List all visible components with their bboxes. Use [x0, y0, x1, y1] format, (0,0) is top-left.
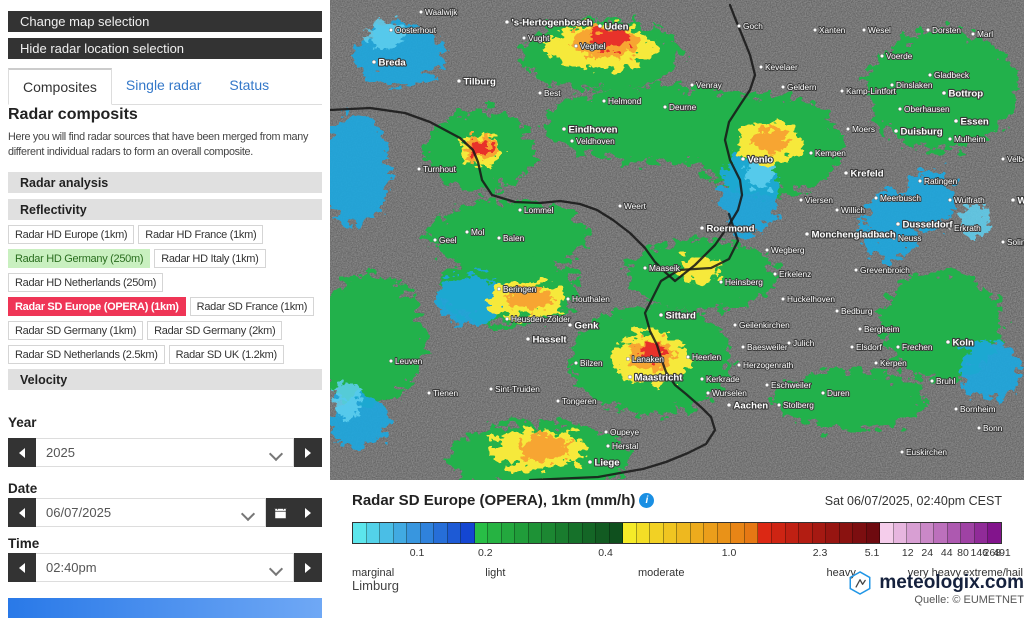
svg-text:Bornheim: Bornheim — [960, 404, 996, 414]
svg-text:Heerlen: Heerlen — [692, 352, 721, 362]
svg-text:Bottrop: Bottrop — [949, 89, 984, 100]
svg-text:Dusseldorf: Dusseldorf — [903, 220, 954, 231]
svg-text:Velbert: Velbert — [1007, 154, 1024, 164]
svg-text:Krefeld: Krefeld — [851, 169, 884, 180]
svg-text:Dorsten: Dorsten — [932, 25, 961, 35]
svg-text:Voerde: Voerde — [886, 51, 913, 61]
svg-text:Herzogenrath: Herzogenrath — [743, 360, 794, 370]
svg-text:Grevenbroich: Grevenbroich — [860, 265, 910, 275]
svg-text:Weert: Weert — [624, 201, 647, 211]
svg-text:Wesel: Wesel — [868, 25, 891, 35]
svg-text:Geilenkirchen: Geilenkirchen — [739, 320, 790, 330]
svg-text:Balen: Balen — [503, 233, 525, 243]
svg-text:Julich: Julich — [793, 338, 815, 348]
svg-text:Best: Best — [544, 88, 561, 98]
svg-text:Euskirchen: Euskirchen — [906, 447, 947, 457]
svg-text:Monchengladbach: Monchengladbach — [812, 230, 896, 241]
svg-text:Wulfrath: Wulfrath — [954, 195, 985, 205]
svg-text:Mulheim: Mulheim — [954, 134, 985, 144]
svg-text:Meerbusch: Meerbusch — [880, 193, 921, 203]
svg-text:Venray: Venray — [696, 80, 723, 90]
svg-text:Elsdorf: Elsdorf — [856, 342, 883, 352]
svg-text:Eindhoven: Eindhoven — [569, 125, 618, 136]
svg-text:Kerkrade: Kerkrade — [706, 374, 740, 384]
svg-text:Willich: Willich — [841, 205, 865, 215]
svg-text:Oosterhout: Oosterhout — [395, 25, 437, 35]
svg-text:Veghel: Veghel — [580, 41, 606, 51]
svg-text:Tienen: Tienen — [433, 388, 458, 398]
svg-text:Viersen: Viersen — [805, 195, 833, 205]
svg-text:Kempen: Kempen — [815, 148, 846, 158]
svg-text:Oupeye: Oupeye — [610, 427, 639, 437]
svg-text:Eschweiler: Eschweiler — [771, 380, 811, 390]
svg-text:Geel: Geel — [439, 235, 457, 245]
svg-text:Deurne: Deurne — [669, 102, 697, 112]
svg-text:Turnhout: Turnhout — [423, 164, 457, 174]
svg-text:Huckelhoven: Huckelhoven — [787, 294, 835, 304]
svg-text:Wurselen: Wurselen — [712, 388, 747, 398]
svg-text:Herstal: Herstal — [612, 441, 638, 451]
svg-text:Tilburg: Tilburg — [464, 77, 496, 88]
svg-text:Stolberg: Stolberg — [783, 400, 814, 410]
svg-text:Sint-Truiden: Sint-Truiden — [495, 384, 540, 394]
svg-text:Erkelenz: Erkelenz — [779, 269, 811, 279]
svg-text:Dinslaken: Dinslaken — [896, 80, 933, 90]
svg-text:Duisburg: Duisburg — [901, 127, 943, 138]
svg-text:Xanten: Xanten — [819, 25, 846, 35]
svg-text:Duren: Duren — [827, 388, 850, 398]
svg-text:Lanaken: Lanaken — [632, 354, 664, 364]
svg-text:Baesweiler: Baesweiler — [747, 342, 788, 352]
svg-text:Maastricht: Maastricht — [635, 373, 684, 384]
svg-text:Kevelaer: Kevelaer — [765, 62, 798, 72]
svg-text:Solingen: Solingen — [1007, 237, 1024, 247]
svg-text:Mol: Mol — [471, 227, 485, 237]
svg-text:Erkrath: Erkrath — [954, 223, 981, 233]
svg-text:Beringen: Beringen — [503, 284, 537, 294]
svg-text:Sittard: Sittard — [666, 311, 697, 322]
svg-text:Neuss: Neuss — [898, 233, 922, 243]
svg-text:Kerpen: Kerpen — [880, 358, 907, 368]
svg-text:Kamp-Lintfort: Kamp-Lintfort — [846, 86, 896, 96]
svg-text:Bilzen: Bilzen — [580, 358, 603, 368]
svg-text:'s-Hertogenbosch: 's-Hertogenbosch — [512, 18, 593, 29]
svg-text:Moers: Moers — [852, 124, 875, 134]
svg-text:Houthalen: Houthalen — [572, 294, 610, 304]
svg-text:Tongeren: Tongeren — [562, 396, 597, 406]
svg-text:Liege: Liege — [595, 458, 620, 469]
svg-text:Heinsberg: Heinsberg — [725, 277, 763, 287]
svg-text:Geldern: Geldern — [787, 82, 817, 92]
svg-text:Lommel: Lommel — [524, 205, 554, 215]
svg-text:Maaseik: Maaseik — [649, 263, 681, 273]
svg-text:Ratingen: Ratingen — [924, 176, 958, 186]
svg-text:Bergheim: Bergheim — [864, 324, 900, 334]
svg-text:Hasselt: Hasselt — [533, 335, 568, 346]
svg-text:Heusden-Zolder: Heusden-Zolder — [511, 314, 571, 324]
svg-text:Roermond: Roermond — [707, 224, 755, 235]
svg-text:Goch: Goch — [743, 21, 763, 31]
svg-text:Essen: Essen — [961, 117, 989, 128]
svg-text:Aachen: Aachen — [734, 401, 769, 412]
svg-text:Oberhausen: Oberhausen — [904, 104, 950, 114]
svg-text:Genk: Genk — [575, 321, 600, 332]
svg-text:Veldhoven: Veldhoven — [576, 136, 615, 146]
svg-text:Bruhl: Bruhl — [936, 376, 956, 386]
svg-text:Uden: Uden — [605, 22, 629, 33]
svg-text:Helmond: Helmond — [608, 96, 642, 106]
svg-text:Leuven: Leuven — [395, 356, 423, 366]
svg-text:Frechen: Frechen — [902, 342, 933, 352]
svg-text:Wuppertal: Wuppertal — [1018, 196, 1024, 207]
svg-text:Wegberg: Wegberg — [771, 245, 805, 255]
svg-text:Marl: Marl — [977, 29, 993, 39]
svg-text:Gladbeck: Gladbeck — [934, 70, 970, 80]
svg-text:Koln: Koln — [953, 338, 974, 349]
svg-text:Bonn: Bonn — [983, 423, 1003, 433]
svg-text:Waalwijk: Waalwijk — [425, 7, 458, 17]
svg-text:Bedburg: Bedburg — [841, 306, 873, 316]
svg-text:Venlo: Venlo — [748, 155, 774, 166]
svg-text:Breda: Breda — [379, 58, 407, 69]
svg-text:Vught: Vught — [528, 33, 550, 43]
